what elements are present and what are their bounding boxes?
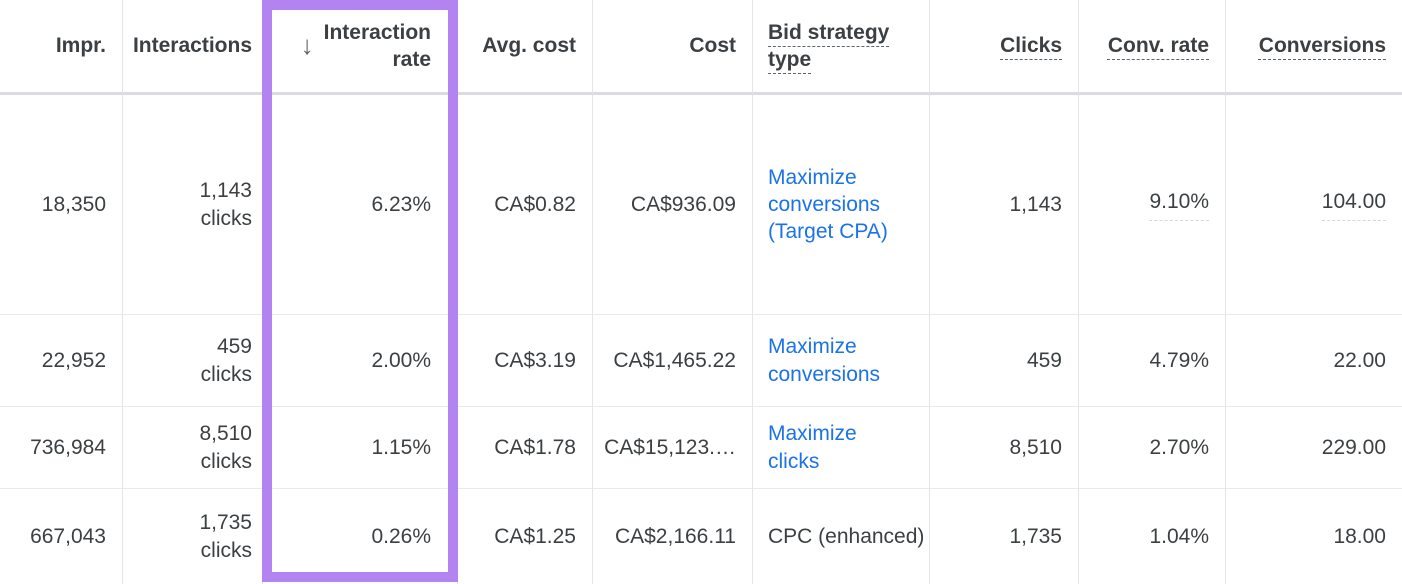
column-header-conv-rate[interactable]: Conv. rate [1079,0,1226,95]
conv-rate-value: 1.04% [1149,524,1209,548]
clicks-value: 1,143 [1009,192,1062,216]
cell-impr: 22,952 [0,315,123,407]
conversions-value: 229.00 [1321,435,1386,459]
column-header-label: Clicks [1000,34,1062,58]
bid-strategy-link[interactable]: Maximize conversions (Target CPA) [768,165,888,244]
cell-conv-rate: 2.70% [1079,407,1226,489]
bid-strategy-link[interactable]: Maximize clicks [768,422,857,473]
column-header-interactions[interactable]: Interactions [123,0,263,95]
cell-conv-rate: 4.79% [1079,315,1226,407]
bid-strategy-text: CPC (enhanced) [768,524,925,548]
interaction-rate-value: 2.00% [371,348,431,372]
column-header-conversions[interactable]: Conversions [1226,0,1402,95]
cell-conversions: 22.00 [1226,315,1402,407]
conv-rate-value: 9.10% [1149,188,1209,222]
avg-cost-value: CA$1.25 [494,524,576,548]
cell-interaction-rate: 6.23% [263,95,458,315]
conv-rate-value: 4.79% [1149,348,1209,372]
column-header-label: Avg. cost [482,34,576,58]
cell-avg-cost: CA$3.19 [458,315,593,407]
clicks-value: 8,510 [1009,435,1062,459]
clicks-value: 1,735 [1009,524,1062,548]
column-header-label: Conv. rate [1107,34,1209,58]
interaction-rate-value: 0.26% [371,524,431,548]
cell-impr: 736,984 [0,407,123,489]
cost-value: CA$936.09 [630,192,736,216]
column-header-clicks[interactable]: Clicks [930,0,1079,95]
cell-conv-rate: 9.10% [1079,95,1226,315]
interaction-rate-value: 1.15% [371,435,431,459]
cell-avg-cost: CA$0.82 [458,95,593,315]
conv-rate-value: 2.70% [1149,435,1209,459]
cell-cost: CA$936.09 [593,95,753,315]
cell-interactions: 1,735 clicks [123,489,263,584]
cell-conv-rate: 1.04% [1079,489,1226,584]
impr-value: 736,984 [30,435,106,459]
cell-interactions: 8,510 clicks [123,407,263,489]
conversions-value: 18.00 [1333,524,1386,548]
clicks-value: 459 [1026,348,1062,372]
interactions-value: 459 clicks [200,335,252,386]
impr-value: 18,350 [41,192,106,216]
column-header-avg-cost[interactable]: Avg. cost [458,0,593,95]
impr-value: 22,952 [41,348,106,372]
column-header-label: Interactions [132,34,252,58]
cell-conversions: 104.00 [1226,95,1402,315]
cell-avg-cost: CA$1.78 [458,407,593,489]
cell-bid-strategy: CPC (enhanced) [753,489,930,584]
interaction-rate-value: 6.23% [371,192,431,216]
column-header-label: Conversions [1258,34,1386,58]
cost-value: CA$2,166.11 [614,524,736,548]
interactions-value: 1,143 clicks [199,179,252,230]
avg-cost-value: CA$3.19 [494,348,576,372]
cell-conversions: 229.00 [1226,407,1402,489]
cell-avg-cost: CA$1.25 [458,489,593,584]
column-header-label: Impr. [55,34,106,58]
cell-clicks: 1,735 [930,489,1079,584]
column-header-label: Bid strategy type [768,20,890,71]
cell-interaction-rate: 2.00% [263,315,458,407]
cell-bid-strategy: Maximize conversions [753,315,930,407]
sort-descending-icon: ↓ [300,30,314,61]
conversions-value: 104.00 [1321,188,1386,222]
cell-impr: 667,043 [0,489,123,584]
cell-impr: 18,350 [0,95,123,315]
cell-clicks: 1,143 [930,95,1079,315]
cost-value-truncated: CA$15,123.… [604,435,736,459]
avg-cost-value: CA$1.78 [494,435,576,459]
interactions-value: 1,735 clicks [199,511,252,562]
avg-cost-value: CA$0.82 [494,192,576,216]
column-header-label: Interaction rate [323,20,431,71]
column-header-cost[interactable]: Cost [593,0,753,95]
column-header-label: Cost [689,34,736,58]
cell-interactions: 1,143 clicks [123,95,263,315]
cell-bid-strategy: Maximize clicks [753,407,930,489]
cost-value: CA$1,465.22 [613,348,736,372]
column-header-bid-strategy-type[interactable]: Bid strategy type [753,0,930,95]
cell-clicks: 459 [930,315,1079,407]
cell-cost: CA$2,166.11 [593,489,753,584]
impr-value: 667,043 [30,524,106,548]
cell-interaction-rate: 0.26% [263,489,458,584]
cell-cost: CA$15,123.… [593,407,753,489]
column-header-impr[interactable]: Impr. [0,0,123,95]
conversions-value: 22.00 [1333,348,1386,372]
interactions-value: 8,510 clicks [199,422,252,473]
cell-clicks: 8,510 [930,407,1079,489]
column-header-interaction-rate[interactable]: ↓ Interaction rate [263,0,458,95]
cell-bid-strategy: Maximize conversions (Target CPA) [753,95,930,315]
cell-conversions: 18.00 [1226,489,1402,584]
cell-interactions: 459 clicks [123,315,263,407]
cell-cost: CA$1,465.22 [593,315,753,407]
cell-interaction-rate: 1.15% [263,407,458,489]
bid-strategy-link[interactable]: Maximize conversions [768,335,881,386]
